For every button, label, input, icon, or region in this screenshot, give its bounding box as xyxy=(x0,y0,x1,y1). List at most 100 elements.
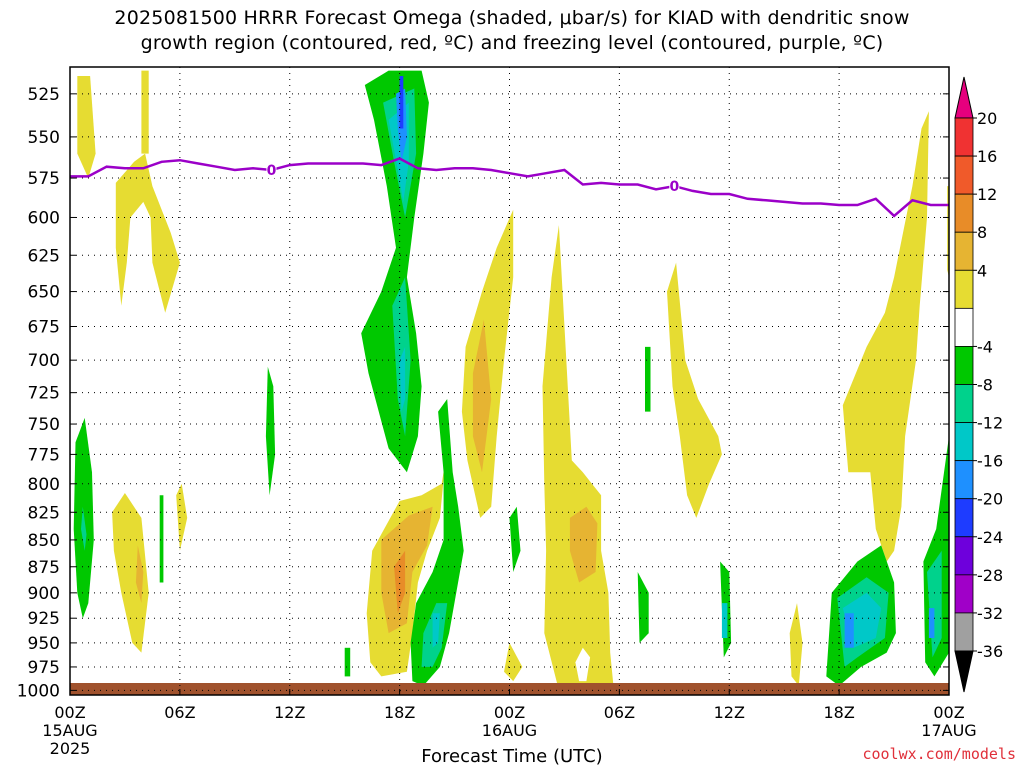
omega-region-20 xyxy=(81,506,87,551)
chart-title-line2: growth region (contoured, red, ºC) and f… xyxy=(140,32,884,54)
colorbar-bin xyxy=(954,193,974,233)
omega-region-42 xyxy=(844,613,854,648)
omega-region-44 xyxy=(927,550,942,658)
y-tick-label: 700 xyxy=(28,351,60,371)
omega-region-29 xyxy=(399,76,404,129)
colorbar-label: 20 xyxy=(977,109,997,128)
colorbar-bin xyxy=(954,460,974,500)
x-tick-date-label: 17AUG xyxy=(921,721,976,740)
omega-region-45 xyxy=(928,608,935,638)
colorbar-label: -28 xyxy=(977,566,1003,585)
y-tick-label: 650 xyxy=(28,283,60,303)
freezing-level-label-text: 0 xyxy=(267,163,277,179)
colorbar-label: 12 xyxy=(977,185,997,204)
colorbar-bin xyxy=(954,384,974,423)
omega-region-22 xyxy=(265,366,276,496)
omega-shading xyxy=(73,70,949,691)
freezing-level-label-text: 0 xyxy=(669,179,679,195)
omega-region-34 xyxy=(509,506,521,572)
colorbar-label: -16 xyxy=(977,452,1003,471)
y-tick-label: 575 xyxy=(28,169,60,189)
omega-region-30 xyxy=(344,647,351,677)
x-tick-label: 06Z xyxy=(164,703,195,722)
y-tick-label: 625 xyxy=(28,246,60,266)
x-tick-label: 18Z xyxy=(823,703,854,722)
y-tick-label: 900 xyxy=(28,584,60,604)
x-tick-label: 00Z xyxy=(933,703,964,722)
colorbar-top-triangle xyxy=(954,76,974,119)
freezing-level-label: 0 xyxy=(266,161,277,179)
omega-region-35 xyxy=(637,572,649,643)
y-tick-label: 975 xyxy=(28,658,60,678)
colorbar-label: -20 xyxy=(977,490,1003,509)
omega-region-36 xyxy=(645,346,651,412)
x-tick-label: 00Z xyxy=(54,703,85,722)
y-tick-label: 925 xyxy=(28,609,60,629)
y-tick-label: 875 xyxy=(28,558,60,578)
colorbar-bottom-triangle xyxy=(954,650,974,693)
colorbar-label: 4 xyxy=(977,261,987,280)
y-tick-label: 725 xyxy=(28,384,60,404)
y-tick-label: 600 xyxy=(28,208,60,228)
colorbar-label: -12 xyxy=(977,414,1003,433)
x-tick-date-label: 16AUG xyxy=(482,721,537,740)
omega-region-14 xyxy=(575,647,591,682)
colorbar-label: -32 xyxy=(977,604,1003,623)
freezing-level-label-bg xyxy=(669,178,680,195)
y-axis-ticks: 525 550 575 600 625 650 675 700 725 750 775 800 825 8… xyxy=(17,85,949,701)
y-tick-label: 950 xyxy=(28,634,60,654)
omega-region-31 xyxy=(410,399,464,686)
omega-region-21 xyxy=(159,495,164,583)
colorbar-bin xyxy=(954,269,974,309)
colorbar-bin xyxy=(954,231,974,271)
omega-region-13 xyxy=(569,506,598,583)
colorbar-bin xyxy=(954,307,974,347)
chart-title: 2025081500 HRRR Forecast Omega (shaded, … xyxy=(0,6,1024,56)
freezing-level-label: 0 xyxy=(669,178,679,195)
colorbar-label: -36 xyxy=(977,642,1003,661)
colorbar-bin xyxy=(954,155,974,195)
colorbar-label: -8 xyxy=(977,376,993,395)
omega-region-4 xyxy=(135,545,144,604)
x-axis-label: Forecast Time (UTC) xyxy=(421,746,603,767)
omega-region-28 xyxy=(399,346,406,412)
x-tick-year-label: 2025 xyxy=(50,739,91,758)
omega-region-11 xyxy=(504,642,523,682)
omega-region-1 xyxy=(115,153,180,313)
omega-region-2 xyxy=(141,70,149,154)
colorbar-bin xyxy=(954,612,974,652)
omega-region-17 xyxy=(842,111,929,562)
y-tick-label: 1000 xyxy=(17,681,60,701)
colorbar-bin xyxy=(954,536,974,576)
colorbar-label: -4 xyxy=(977,337,993,356)
x-tick-label: 00Z xyxy=(494,703,525,722)
gridlines xyxy=(70,67,949,695)
chart-title-line1: 2025081500 HRRR Forecast Omega (shaded, … xyxy=(114,7,910,29)
omega-region-8 xyxy=(394,550,406,614)
omega-region-3 xyxy=(112,493,149,653)
omega-region-5 xyxy=(176,483,188,551)
colorbar-bin xyxy=(954,117,974,157)
x-tick-label: 12Z xyxy=(714,703,745,722)
y-tick-label: 550 xyxy=(28,128,60,148)
freezing-level-label-bg xyxy=(266,161,277,178)
omega-region-33 xyxy=(432,613,440,648)
colorbar-label: -24 xyxy=(977,528,1003,547)
omega-region-15 xyxy=(667,262,722,518)
omega-region-0 xyxy=(77,76,96,179)
colorbar-bin xyxy=(954,346,974,385)
omega-region-10 xyxy=(472,319,492,473)
y-tick-label: 775 xyxy=(28,445,60,465)
freezing-level-contour: 00 xyxy=(70,157,949,218)
x-tick-label: 18Z xyxy=(384,703,415,722)
y-tick-label: 800 xyxy=(28,475,60,495)
colorbar-bin xyxy=(954,498,974,538)
plot-background xyxy=(70,67,949,695)
credit-text: coolwx.com/models xyxy=(862,745,1016,763)
y-tick-label: 675 xyxy=(28,318,60,338)
freezing-level-line xyxy=(70,157,949,218)
y-tick-label: 825 xyxy=(28,503,60,523)
omega-region-12 xyxy=(542,225,614,691)
